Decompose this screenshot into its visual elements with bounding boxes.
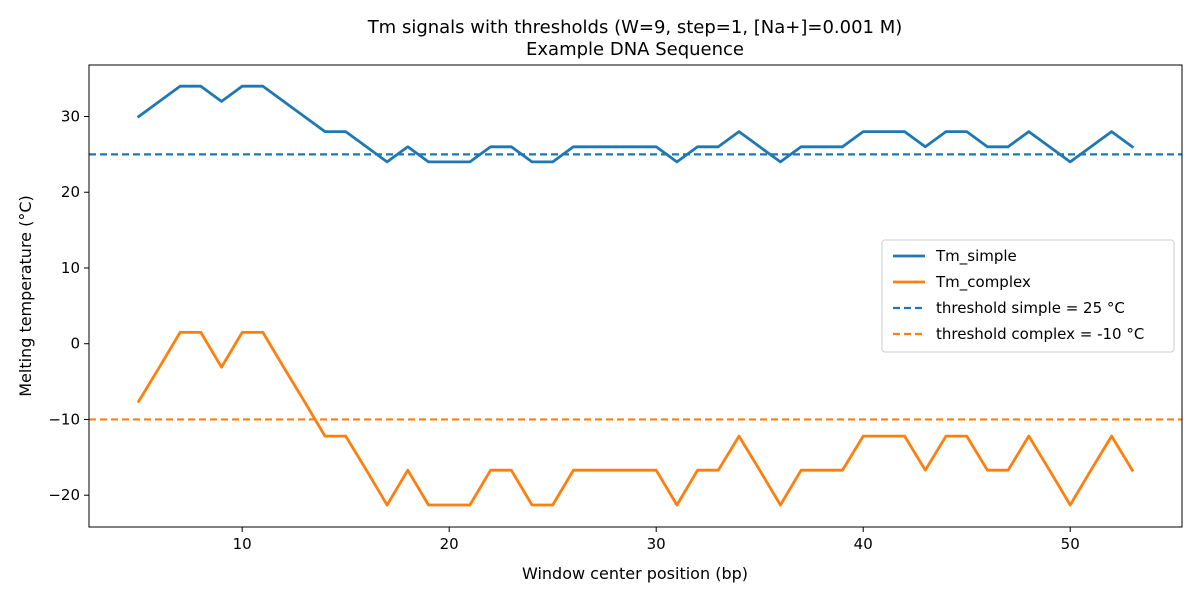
y-tick-label: 20 bbox=[61, 183, 80, 201]
x-tick-label: 40 bbox=[854, 535, 873, 553]
x-tick-label: 20 bbox=[440, 535, 459, 553]
plot-frame bbox=[88, 64, 1183, 528]
chart-title: Tm signals with thresholds (W=9, step=1,… bbox=[367, 17, 903, 38]
y-tick-label: 0 bbox=[70, 335, 80, 353]
y-axis-label: Melting temperature (°C) bbox=[16, 195, 35, 397]
chart-legend: Tm_simple Tm_complex threshold simple = 25… bbox=[881, 239, 1175, 353]
x-tick-label: 30 bbox=[647, 535, 666, 553]
y-tick-label: −10 bbox=[48, 410, 80, 428]
legend-label: threshold simple = 25 °C bbox=[936, 299, 1125, 317]
x-tick-label: 10 bbox=[233, 535, 252, 553]
y-tick-label: 30 bbox=[61, 108, 80, 126]
legend-label: threshold complex = -10 °C bbox=[936, 325, 1144, 343]
legend-box bbox=[881, 239, 1175, 353]
x-axis-label: Window center position (bp) bbox=[522, 564, 748, 583]
y-tick-label: 10 bbox=[61, 259, 80, 277]
chart-subtitle: Example DNA Sequence bbox=[526, 39, 744, 60]
series-lines bbox=[136, 84, 1135, 507]
series-line bbox=[136, 84, 1135, 164]
x-tick-label: 50 bbox=[1061, 535, 1080, 553]
series-line bbox=[136, 330, 1135, 507]
y-tick-label: −20 bbox=[48, 486, 80, 504]
axis-ticks: 10 20 30 40 50 −20 −10 0 10 20 30 bbox=[48, 108, 1079, 553]
legend-label: Tm_simple bbox=[935, 247, 1017, 266]
threshold-lines bbox=[89, 153, 1182, 421]
legend-label: Tm_complex bbox=[935, 273, 1031, 292]
